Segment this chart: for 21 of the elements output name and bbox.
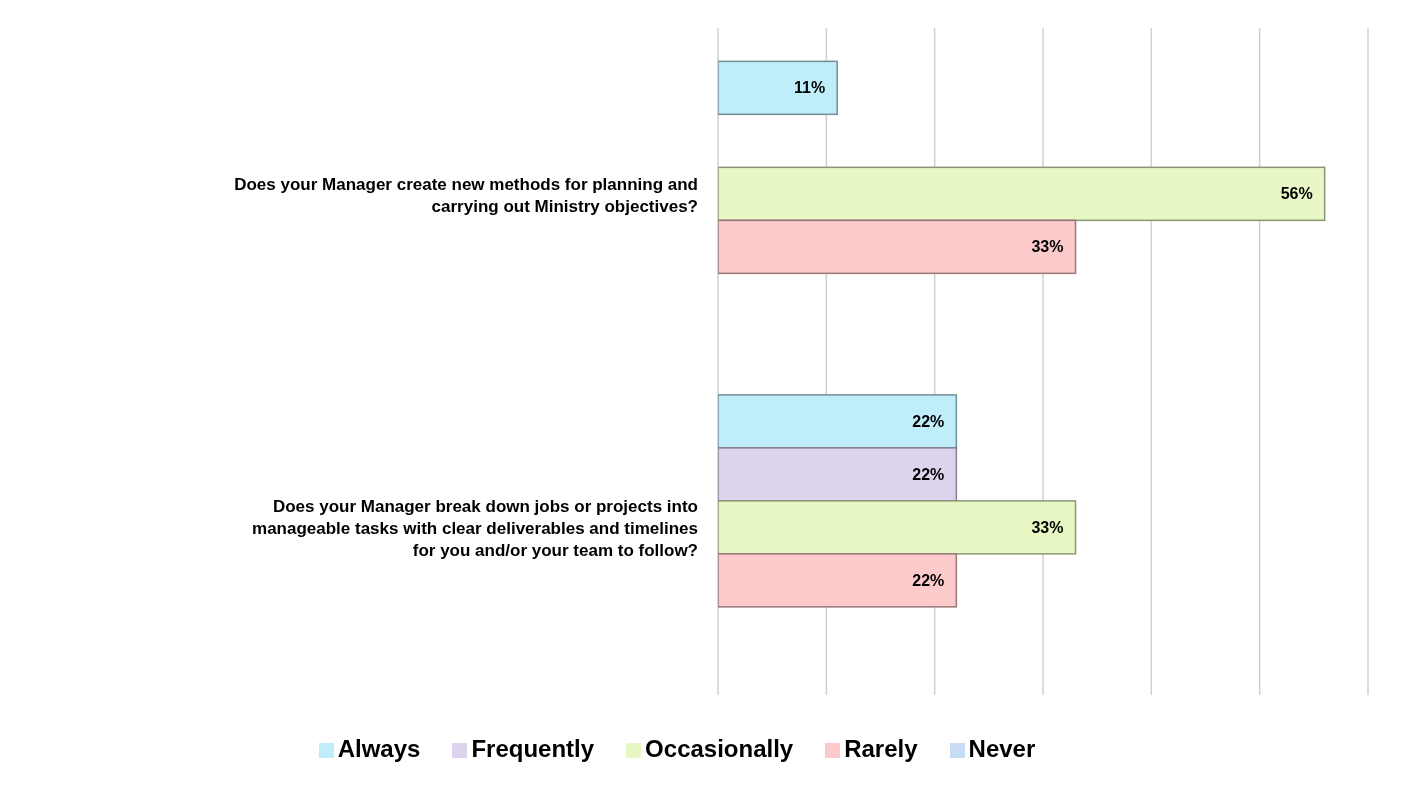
data-label: 22% bbox=[912, 412, 945, 430]
legend-label: Never bbox=[968, 735, 1036, 762]
data-label: 33% bbox=[1031, 518, 1064, 536]
legend-label: Always bbox=[337, 735, 421, 762]
bar bbox=[718, 60, 838, 116]
bar bbox=[718, 394, 958, 449]
data-label: 22% bbox=[912, 571, 945, 589]
bar bbox=[718, 219, 1077, 275]
data-label: 56% bbox=[1280, 185, 1313, 203]
data-label: 33% bbox=[1031, 238, 1064, 256]
legend-label: Rarely bbox=[844, 735, 918, 762]
bar bbox=[718, 447, 958, 502]
bar bbox=[718, 553, 958, 608]
y-tick-label: Does your Manager create new methods for planning and carrying out Ministry objectives? bbox=[234, 174, 698, 216]
bar bbox=[718, 166, 1326, 222]
data-label: 22% bbox=[912, 465, 945, 483]
bar bbox=[718, 500, 1077, 555]
data-label: 11% bbox=[794, 79, 826, 97]
legend-label: Frequently bbox=[471, 735, 595, 762]
y-tick-label: Does your Manager break down jobs or projects into manageable tasks with clear deliverables and timelines for you and/or your team to follow? bbox=[252, 497, 698, 561]
legend-label: Occasionally bbox=[645, 735, 794, 762]
